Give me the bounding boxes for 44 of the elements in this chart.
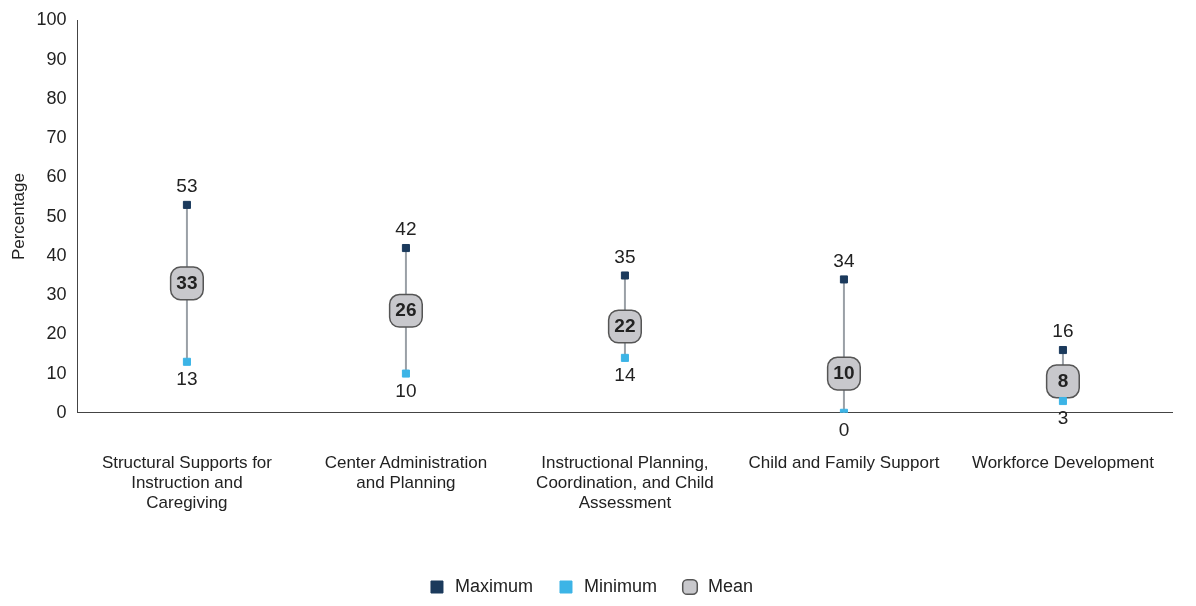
y-tick-label: 100 (36, 9, 67, 30)
point (620, 271, 629, 280)
point (620, 353, 629, 362)
y-axis-title: Percentage (8, 173, 28, 261)
x-tick-label: Instructional Planning, Coordination, and Child Assessment (536, 452, 714, 513)
y-tick-label: 60 (46, 166, 67, 187)
y-tick-label: 40 (46, 244, 67, 265)
data-label: 8 (1057, 369, 1069, 391)
point (182, 357, 191, 366)
data-label: 10 (395, 379, 417, 401)
y-tick-label: 70 (46, 127, 67, 148)
point (1058, 346, 1067, 355)
y-tick-label: 0 (56, 401, 67, 422)
point (401, 244, 410, 253)
x-tick-label: Center Administration and Planning (324, 452, 488, 493)
legend-label: Minimum (583, 575, 657, 596)
point (839, 275, 848, 284)
data-label: 33 (176, 271, 198, 293)
y-tick-label: 30 (46, 284, 67, 305)
x-tick-label: Child and Family Support (748, 452, 940, 472)
data-label: 53 (176, 175, 198, 197)
data-label: 16 (1052, 320, 1074, 342)
y-tick-label: 50 (46, 205, 67, 226)
x-tick-label: Workforce Development (971, 452, 1155, 472)
point (401, 369, 410, 378)
point (1058, 397, 1067, 406)
y-tick-label: 90 (46, 48, 67, 69)
y-tick-label: 10 (46, 362, 67, 383)
data-label: 14 (614, 364, 636, 386)
data-label: 10 (833, 361, 855, 383)
data-label: 22 (614, 314, 636, 336)
point (182, 200, 191, 209)
y-tick-label: 80 (46, 87, 67, 108)
data-label: 42 (395, 218, 417, 240)
data-label: 13 (176, 368, 198, 390)
legend-label: Maximum (454, 575, 533, 596)
y-tick-label: 20 (46, 323, 67, 344)
data-label: 34 (833, 249, 855, 271)
legend-label: Mean (707, 575, 754, 596)
data-label: 3 (1057, 407, 1069, 429)
x-tick-label: Structural Supports for Instruction and Caregiving (101, 452, 273, 513)
data-label: 0 (838, 419, 850, 441)
data-label: 35 (614, 245, 636, 267)
data-label: 26 (395, 299, 417, 321)
